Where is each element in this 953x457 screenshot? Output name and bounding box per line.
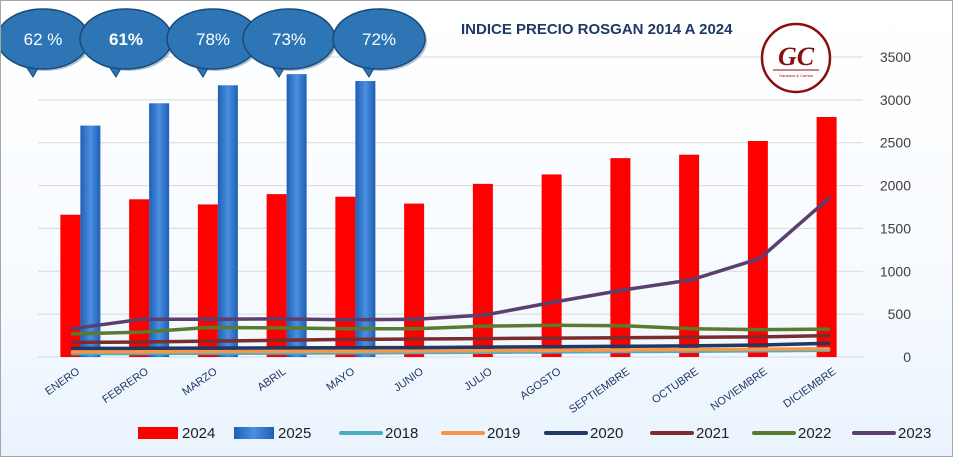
annotation-bubbles: 62 % 61% 78% 73% 72%	[1, 8, 427, 78]
legend-label: 2025	[278, 425, 311, 442]
y-tick-label: 2000	[880, 178, 911, 194]
bar-2024-julio	[472, 183, 493, 357]
logo: GC Ganados & Carnes	[760, 22, 832, 94]
bubble-label: 62 %	[24, 30, 63, 49]
annotation-bubble: 62 %	[1, 8, 91, 78]
y-axis-ticks: 0 500 1000 1500 2000 2500 3000 3500	[880, 49, 911, 365]
x-tick-label: FEBRERO	[100, 365, 151, 406]
annotation-bubble: 78%	[166, 8, 261, 78]
bubble-shape	[332, 8, 426, 70]
legend-swatch	[234, 427, 274, 439]
bar-2024-mayo	[335, 196, 356, 357]
y-tick-label: 3000	[880, 92, 911, 108]
line-2021	[70, 333, 831, 345]
legend-swatch	[138, 427, 178, 439]
annotation-bubble: 73%	[242, 8, 337, 78]
bubble-label: 78%	[196, 30, 230, 49]
legend-item-2025: 2025	[234, 425, 311, 442]
legend-label: 2022	[798, 425, 831, 442]
bar-2024-noviembre	[747, 141, 768, 357]
line-2023	[70, 196, 831, 331]
legend: 2024 2025 2018 2019 2020 2021 2022 2023	[138, 425, 931, 442]
annotation-bubble: 72%	[332, 8, 427, 78]
line-2020	[70, 341, 831, 351]
bar-2025-marzo	[217, 85, 238, 358]
bar-2024-diciembre	[816, 117, 837, 357]
x-tick-label: ENERO	[43, 365, 82, 398]
x-tick-label: NOVIEMBRE	[709, 366, 770, 414]
x-axis-categories: ENERO FEBRERO MARZO ABRIL MAYO JUNIO JULIO AGOS…	[43, 365, 838, 416]
bar-2024-septiembre	[610, 158, 631, 357]
bar-2025-mayo	[355, 81, 376, 357]
series-lines	[70, 196, 831, 356]
line-2022	[70, 323, 831, 336]
bubble-label: 72%	[362, 30, 396, 49]
bar-2024-enero	[60, 214, 81, 357]
bar-2024-octubre	[679, 154, 700, 357]
legend-item-2021: 2021	[650, 425, 729, 442]
logo-subtext: Ganados & Carnes	[779, 73, 813, 78]
legend-label: 2023	[898, 425, 931, 442]
legend-label: 2018	[385, 425, 418, 442]
legend-label: 2019	[487, 425, 520, 442]
legend-item-2018: 2018	[339, 425, 418, 442]
logo-text: GC	[778, 42, 815, 71]
logo-ring-icon	[760, 22, 832, 94]
bar-2024-agosto	[541, 174, 562, 357]
y-tick-label: 3500	[880, 49, 911, 65]
annotation-bubble: 61%	[79, 8, 174, 78]
chart-title: INDICE PRECIO ROSGAN 2014 A 2024	[461, 21, 733, 38]
bar-2024-junio	[404, 203, 425, 357]
x-tick-label: JULIO	[462, 365, 495, 393]
y-tick-label: 500	[888, 306, 912, 322]
bubble-label: 61%	[109, 30, 143, 49]
legend-item-2022: 2022	[752, 425, 831, 442]
x-tick-label: OCTUBRE	[650, 366, 701, 407]
legend-label: 2024	[182, 425, 215, 442]
legend-item-2023: 2023	[852, 425, 931, 442]
legend-item-2024: 2024	[138, 425, 215, 442]
x-tick-label: SEPTIEMBRE	[567, 366, 632, 417]
y-tick-label: 2500	[880, 135, 911, 151]
y-tick-label: 1500	[880, 220, 911, 236]
x-tick-label: AGOSTO	[518, 365, 564, 402]
line-2019	[70, 347, 831, 354]
y-tick-label: 1000	[880, 263, 911, 279]
bar-2024-abril	[266, 194, 287, 357]
bar-2025-febrero	[149, 103, 170, 358]
y-tick-label: 0	[903, 349, 911, 365]
bar-2025-enero	[80, 125, 101, 357]
x-tick-label: ABRIL	[255, 366, 288, 394]
legend-item-2020: 2020	[544, 425, 623, 442]
x-tick-label: MAYO	[324, 365, 357, 393]
bar-2025-abril	[286, 74, 307, 358]
bubble-label: 73%	[272, 30, 306, 49]
x-tick-label: MARZO	[180, 365, 220, 398]
bar-2024-marzo	[197, 204, 218, 357]
legend-label: 2020	[590, 425, 623, 442]
x-tick-label: DICIEMBRE	[781, 366, 838, 411]
legend-label: 2021	[696, 425, 729, 442]
legend-item-2019: 2019	[441, 425, 520, 442]
gridlines	[38, 56, 863, 358]
x-tick-label: JUNIO	[392, 365, 426, 394]
